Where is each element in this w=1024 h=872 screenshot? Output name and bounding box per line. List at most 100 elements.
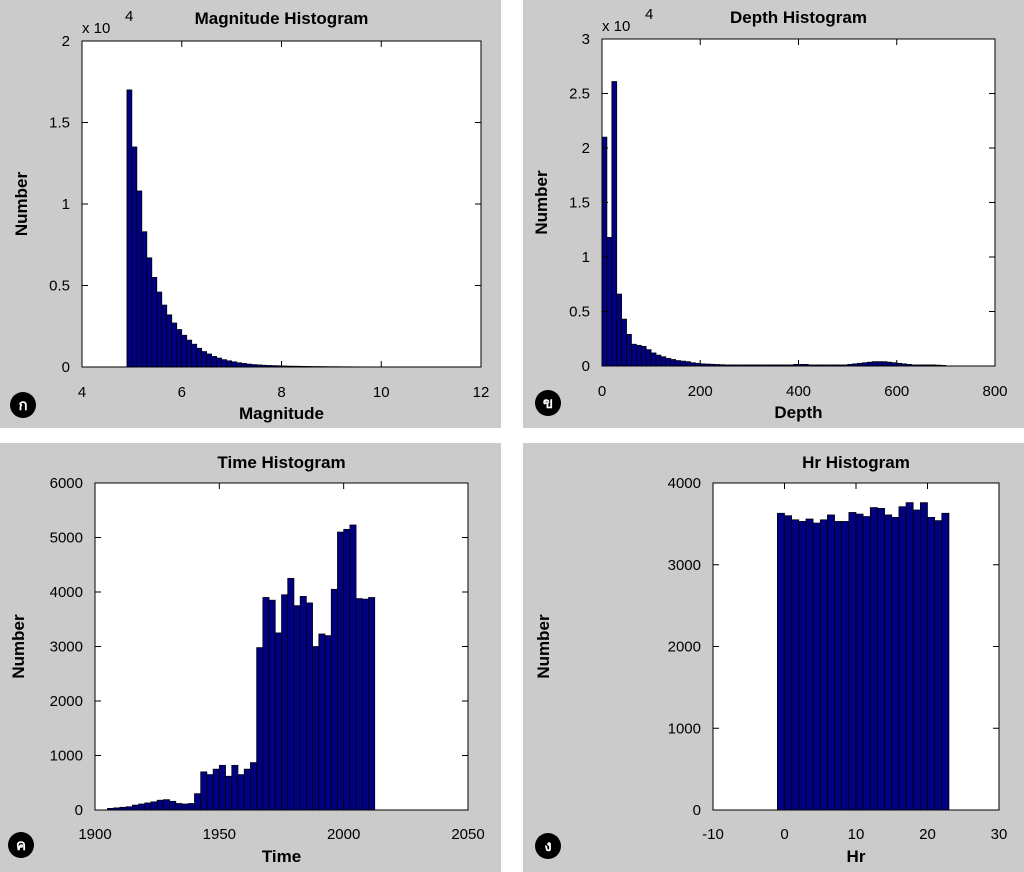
histogram-bar — [805, 518, 814, 811]
y-tick-label: 3000 — [668, 557, 701, 574]
histogram-bar — [146, 257, 153, 368]
y-tick-label: 4000 — [668, 475, 701, 492]
y-tick-label: 1 — [62, 196, 70, 213]
histogram-bar — [156, 799, 164, 811]
x-tick-label: 1900 — [78, 826, 111, 843]
panel-badge: ข — [535, 390, 561, 416]
histogram-bar — [871, 361, 878, 367]
histogram-bar — [862, 516, 871, 811]
histogram-bar — [181, 334, 188, 368]
x-tick-label: 8 — [277, 384, 285, 401]
histogram-bar — [337, 531, 345, 811]
histogram-bar — [876, 361, 883, 367]
chart-title: Time Histogram — [217, 453, 345, 472]
histogram-bar — [306, 602, 313, 811]
histogram-bar — [791, 519, 800, 811]
histogram-bar — [131, 804, 139, 811]
histogram-bar — [611, 81, 618, 367]
y-multiplier-exponent: 4 — [125, 8, 133, 25]
x-axis-label: Depth — [774, 403, 822, 422]
histogram-bar — [206, 353, 213, 368]
histogram-bar — [812, 522, 821, 811]
histogram-bar — [343, 528, 351, 811]
histogram-bar — [318, 633, 326, 811]
y-tick-label: 2.5 — [569, 86, 590, 103]
histogram-bar — [231, 361, 237, 368]
histogram-bar — [156, 291, 163, 368]
y-tick-label: 2 — [582, 140, 590, 157]
histogram-bar — [881, 361, 888, 367]
histogram-bar — [241, 363, 247, 368]
histogram-bar — [368, 597, 376, 811]
histogram-bar — [163, 799, 170, 811]
histogram-bar — [680, 360, 686, 367]
y-tick-label: 3000 — [50, 639, 83, 656]
y-tick-label: 0 — [693, 802, 701, 819]
x-tick-label: 2050 — [451, 826, 484, 843]
histogram-bar — [886, 361, 893, 367]
histogram-bar — [827, 514, 835, 811]
plot-area — [602, 39, 995, 366]
histogram-bar — [877, 507, 885, 811]
histogram-bar — [200, 771, 208, 811]
histogram-bar — [274, 632, 282, 811]
y-tick-label: 1000 — [668, 720, 701, 737]
histogram-bar — [126, 89, 133, 368]
histogram-bar — [196, 347, 203, 368]
y-tick-label: 1.5 — [49, 115, 70, 132]
chart-title: Magnitude Histogram — [195, 9, 369, 28]
y-axis-label: Number — [9, 614, 28, 679]
histogram-bar — [218, 764, 226, 811]
histogram-bar — [866, 361, 873, 367]
hr-histogram-panel: -10 0 10 20 30 0 1000 2000 3000 4000 Hr Histogram H… — [523, 443, 1024, 872]
histogram-bar — [650, 352, 657, 367]
y-tick-label: 0.5 — [569, 304, 590, 321]
y-axis-label: Number — [12, 172, 31, 237]
histogram-bar — [136, 190, 143, 368]
histogram-bar — [175, 803, 183, 811]
histogram-bar — [784, 515, 793, 811]
chart-title: Depth Histogram — [730, 8, 867, 27]
depth-histogram-chart: 0 200 400 600 800 0 0.5 1 1.5 2 2.5 3 Depth Histogra… — [532, 6, 1008, 422]
histogram-bar — [631, 343, 637, 367]
histogram-bar — [675, 360, 681, 367]
histogram-bar — [324, 635, 332, 811]
y-tick-label: 1000 — [50, 748, 83, 765]
y-tick-label: 0.5 — [49, 278, 70, 295]
histogram-bar — [855, 513, 864, 811]
histogram-bar — [201, 351, 208, 368]
y-tick-label: 0 — [582, 358, 590, 375]
histogram-bar — [798, 521, 807, 811]
histogram-bar — [655, 354, 662, 367]
histogram-bar — [212, 768, 220, 811]
histogram-bar — [665, 358, 672, 367]
bar-group — [107, 524, 376, 811]
histogram-bar — [891, 516, 900, 811]
histogram-bar — [262, 597, 270, 811]
x-tick-label: 10 — [373, 384, 390, 401]
histogram-bar — [171, 322, 178, 368]
histogram-bar — [216, 357, 223, 368]
histogram-bar — [187, 803, 195, 811]
histogram-bar — [151, 277, 158, 368]
histogram-bar — [161, 304, 168, 368]
x-axis-label: Time — [262, 847, 301, 866]
histogram-bar — [281, 594, 289, 811]
histogram-bar — [819, 519, 828, 811]
x-tick-label: 10 — [848, 826, 865, 843]
histogram-bar — [920, 502, 928, 811]
histogram-bar — [905, 502, 914, 811]
y-multiplier-label: x 10 — [82, 20, 110, 37]
time-histogram-chart: 1900 1950 2000 2050 0 1000 2000 3000 4000 5000 600… — [9, 453, 485, 866]
histogram-bar — [186, 339, 193, 368]
histogram-bar — [834, 521, 843, 811]
histogram-bar — [869, 507, 878, 811]
y-tick-label: 1.5 — [569, 195, 590, 212]
x-tick-label: 600 — [884, 383, 909, 400]
histogram-bar — [181, 803, 189, 811]
y-tick-label: 2000 — [50, 693, 83, 710]
histogram-bar — [601, 136, 608, 367]
x-tick-label: 2000 — [327, 826, 360, 843]
histogram-bar — [287, 578, 295, 811]
